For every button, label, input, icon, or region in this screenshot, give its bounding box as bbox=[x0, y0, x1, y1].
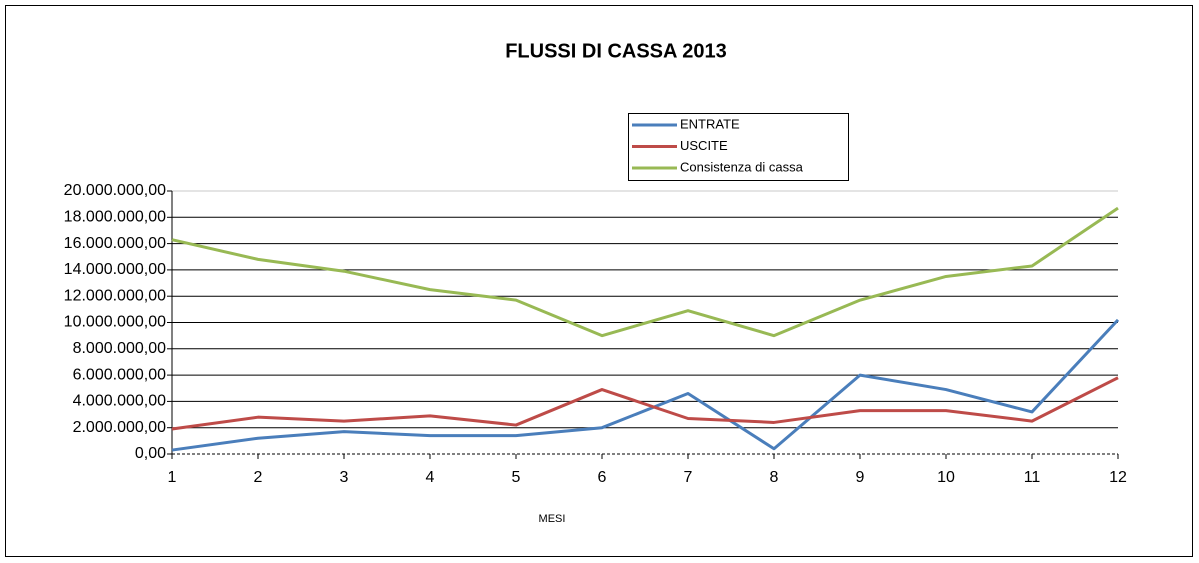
y-tick-label: 12.000.000,00 bbox=[64, 287, 166, 304]
y-tick-label: 8.000.000,00 bbox=[73, 340, 167, 357]
y-tick-label: 18.000.000,00 bbox=[64, 209, 166, 226]
y-tick-label: 0,00 bbox=[135, 445, 166, 462]
legend-label: Consistenza di cassa bbox=[680, 159, 804, 174]
x-tick-label: 5 bbox=[512, 469, 521, 486]
x-tick-label: 1 bbox=[168, 469, 177, 486]
x-tick-label: 12 bbox=[1109, 469, 1127, 486]
series-line bbox=[171, 376, 1119, 431]
x-tick-label: 11 bbox=[1024, 469, 1041, 486]
legend-label: USCITE bbox=[680, 138, 728, 153]
y-tick-label: 4.000.000,00 bbox=[73, 393, 167, 410]
y-tick-label: 2.000.000,00 bbox=[73, 419, 167, 436]
x-tick-label: 4 bbox=[426, 469, 435, 486]
series-line bbox=[171, 318, 1120, 452]
x-tick-label: 10 bbox=[937, 469, 955, 486]
chart-title: FLUSSI DI CASSA 2013 bbox=[505, 40, 727, 62]
legend-label: ENTRATE bbox=[680, 116, 740, 131]
x-tick-label: 8 bbox=[770, 469, 779, 486]
chart-frame bbox=[5, 5, 1193, 557]
x-axis-label: MESI bbox=[539, 513, 566, 525]
y-tick-label: 16.000.000,00 bbox=[64, 235, 166, 252]
y-tick-label: 6.000.000,00 bbox=[73, 366, 167, 383]
y-tick-label: 14.000.000,00 bbox=[64, 261, 166, 278]
x-tick-label: 3 bbox=[340, 469, 349, 486]
series-line bbox=[171, 206, 1119, 338]
x-tick-label: 7 bbox=[684, 469, 693, 486]
y-tick-label: 10.000.000,00 bbox=[64, 314, 166, 331]
y-tick-label: 20.000.000,00 bbox=[64, 182, 166, 199]
x-tick-label: 6 bbox=[598, 469, 607, 486]
x-tick-label: 2 bbox=[254, 469, 263, 486]
x-tick-label: 9 bbox=[856, 469, 865, 486]
